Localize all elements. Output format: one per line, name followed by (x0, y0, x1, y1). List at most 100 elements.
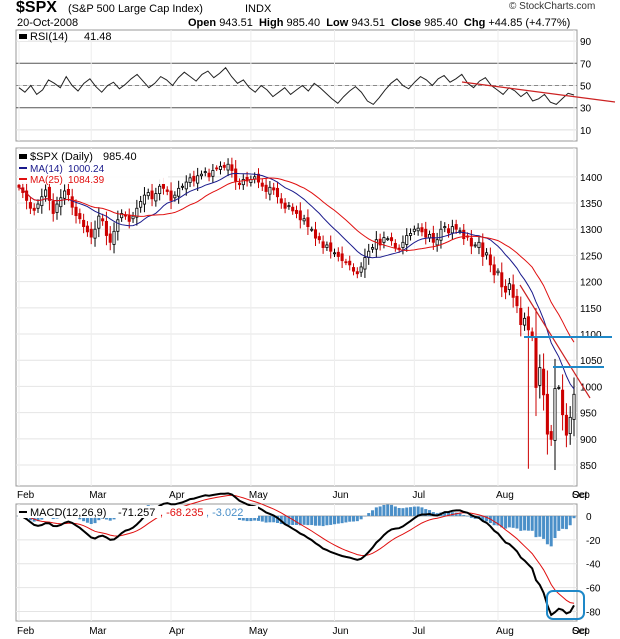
price-candle (443, 226, 447, 229)
price-candle (93, 228, 97, 239)
price-candle (424, 228, 428, 238)
price-candle (116, 219, 120, 232)
price-candle (104, 220, 108, 236)
macd-histogram-bar (367, 513, 371, 516)
price-candle (47, 186, 51, 201)
macd-histogram-bar (378, 506, 382, 516)
price-candle (317, 236, 321, 241)
month-tick-label: Mar (89, 490, 107, 501)
macd-histogram-bar (287, 515, 291, 525)
price-candle (306, 217, 310, 228)
month-tick-label: Jul (412, 626, 425, 637)
macd-histogram-bar (401, 508, 405, 516)
macd-histogram-bar (390, 504, 394, 516)
ma14-legend-value: 1000.24 (68, 164, 105, 175)
price-candle (97, 215, 101, 229)
price-candle (78, 213, 82, 220)
price-candle (66, 188, 70, 196)
rsi-panel: 10 30 50 70 90 RSI(14) 41.48 (15, 29, 616, 142)
macd-histogram-bar (97, 515, 101, 521)
price-candle (150, 190, 154, 200)
price-candle (234, 168, 238, 182)
price-candle (504, 285, 508, 293)
price-candle (207, 172, 211, 178)
price-candle (180, 185, 184, 188)
price-candle (321, 241, 325, 248)
month-tick-label: Sep (572, 490, 590, 501)
price-candle (530, 331, 534, 338)
macd-histogram-bar (36, 515, 40, 522)
price-candle (165, 189, 169, 192)
price-tick-label: 1200 (580, 278, 603, 289)
exchange: INDX (245, 3, 272, 15)
price-candle (481, 242, 485, 257)
high-label: High (258, 17, 284, 29)
macd-histogram-bar (374, 507, 378, 516)
macd-histogram-bar (481, 515, 485, 521)
price-candle (370, 247, 375, 250)
price-candle (256, 173, 261, 183)
price-candle (154, 193, 158, 202)
macd-histogram-bar (306, 515, 310, 526)
price-candle (572, 393, 576, 420)
price-candle (36, 203, 40, 209)
price-candle (515, 295, 519, 307)
price-candle (336, 251, 340, 257)
ma25-line (18, 177, 575, 343)
month-tick-label: Aug (496, 490, 514, 501)
macd-histogram-bar (108, 515, 112, 521)
macd-histogram-bar (348, 515, 352, 522)
price-candle (127, 215, 131, 222)
price-candle (199, 173, 203, 177)
macd-histogram-bar (344, 515, 348, 523)
price-candle (17, 184, 21, 188)
change-value: +44.85 (+4.77%) (488, 17, 571, 29)
month-tick-label: Feb (17, 490, 35, 501)
macd-legend-value: -71.257 (118, 507, 155, 519)
macd-histogram-bar (462, 515, 466, 516)
price-candle (363, 257, 367, 270)
price-candle (123, 214, 127, 217)
macd-tick-label: 0 (586, 512, 592, 523)
rsi-tick-label: 30 (580, 104, 592, 115)
price-candle (348, 260, 352, 266)
price-candle (450, 226, 454, 234)
rsi-legend-value: 41.48 (84, 31, 112, 43)
rsi-tick-label: 90 (580, 37, 592, 48)
price-candle (237, 182, 242, 186)
price-candle (226, 163, 230, 171)
change-label: Chg (463, 17, 486, 29)
price-candle (253, 176, 257, 180)
price-candle (291, 206, 295, 212)
macd-histogram-bar (534, 515, 538, 538)
macd-histogram-bar (447, 512, 451, 516)
rsi-trendline (461, 81, 616, 103)
price-candle (245, 176, 249, 182)
price-candle (507, 283, 511, 290)
macd-histogram-bar (336, 515, 340, 524)
price-candle (215, 167, 219, 170)
price-candle (264, 184, 268, 192)
price-candle (454, 224, 458, 230)
price-candle (488, 254, 492, 266)
macd-tick-label: -80 (586, 607, 601, 618)
month-tick-label: Jun (333, 626, 349, 637)
macd-histogram-bar (458, 513, 462, 516)
macd-legend-label: MACD(12,26,9) (30, 507, 106, 519)
index-name: (S&P 500 Large Cap Index) (68, 3, 203, 15)
price-candle (25, 190, 29, 201)
price-candle (158, 185, 162, 194)
price-candle (549, 431, 553, 440)
macd-histogram-bar (302, 515, 306, 525)
price-candle (279, 198, 283, 204)
low-value: 943.51 (351, 17, 385, 29)
price-candle (82, 219, 86, 228)
macd-histogram-bar (409, 507, 413, 516)
price-candle (120, 213, 124, 219)
macd-histogram-bar (352, 515, 356, 522)
macd-highlight-box (546, 590, 585, 620)
macd-histogram-bar (530, 515, 534, 531)
price-candle (112, 230, 116, 245)
copyright[interactable]: © StockCharts.com (509, 1, 596, 12)
rsi-tick-label: 10 (580, 126, 592, 137)
